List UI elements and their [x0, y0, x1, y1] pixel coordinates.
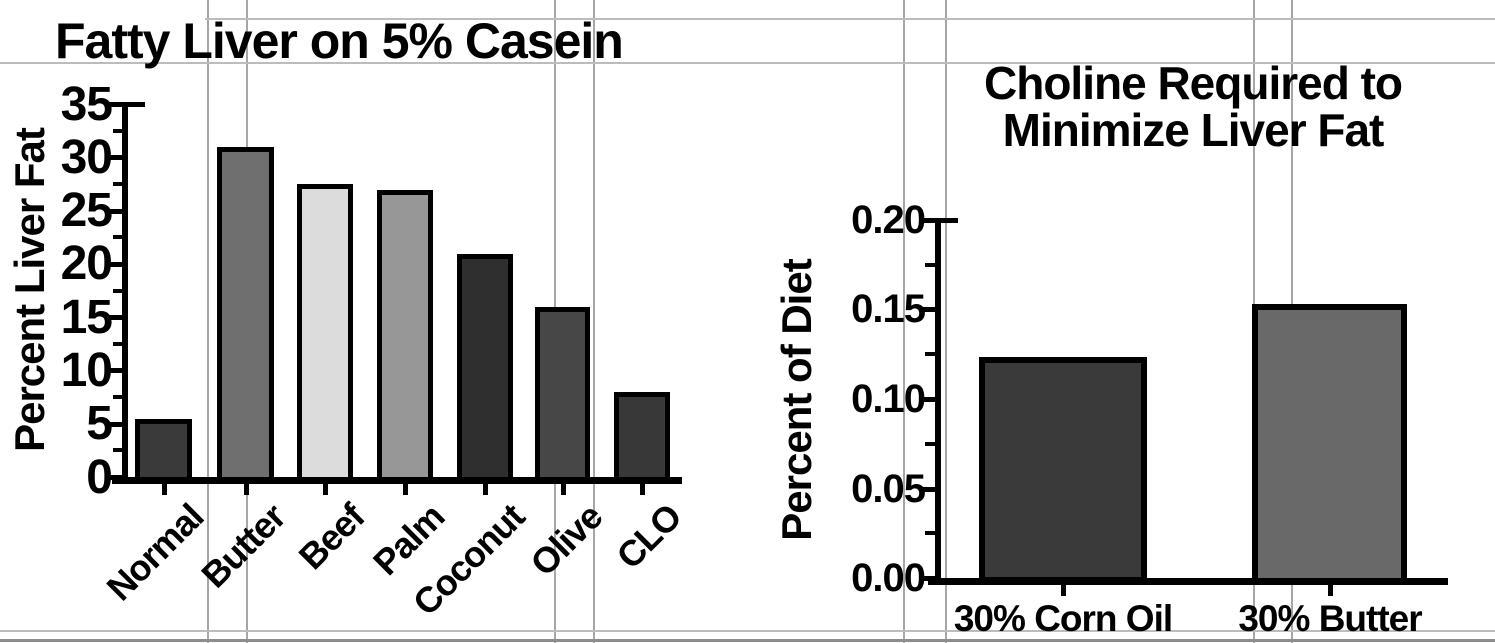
y-tick-label: 0.05 [851, 467, 926, 511]
y-minor-tick [113, 182, 122, 186]
right-y-axis-label: Percent of Diet [773, 259, 820, 541]
y-tick-label: 10 [60, 344, 113, 397]
y-tick-label: 0.10 [851, 377, 926, 421]
page-gridline-vertical [903, 0, 905, 643]
page-gridline-horizontal [0, 62, 1495, 64]
y-minor-tick [925, 263, 935, 267]
bar [614, 392, 670, 482]
y-tick-label: 30 [60, 131, 113, 184]
x-category-label: CLO [608, 496, 689, 577]
y-axis-spine [122, 102, 128, 484]
page-gridline-vertical [207, 0, 209, 643]
page-gridline-horizontal [0, 630, 1495, 632]
bar [457, 254, 513, 482]
right-chart-title-line-2: Minimize Liver Fat [1002, 104, 1385, 156]
y-major-tick [919, 576, 935, 581]
y-major-tick [919, 487, 935, 492]
y-minor-tick [925, 352, 935, 356]
bar [535, 307, 590, 482]
y-major-tick [919, 218, 935, 223]
x-tick [403, 483, 408, 495]
page-gridline-vertical [593, 0, 595, 643]
y-minor-tick [925, 531, 935, 535]
right-chart-title: Choline Required to Minimize Liver Fat [948, 60, 1438, 154]
x-tick [483, 483, 488, 495]
y-minor-tick [113, 289, 122, 293]
y-tick-label: 0 [86, 451, 113, 504]
y-major-tick [919, 307, 935, 312]
y-minor-tick [113, 342, 122, 346]
y-axis-top-cap [127, 102, 145, 107]
x-tick [561, 483, 566, 495]
x-axis-baseline [928, 578, 1448, 585]
y-major-tick [106, 262, 122, 267]
bar [377, 190, 433, 482]
left-y-axis-label: Percent Liver Fat [6, 128, 53, 452]
x-category-label: 30% Butter [1238, 598, 1422, 639]
y-major-tick [919, 397, 935, 402]
y-major-tick [106, 102, 122, 107]
x-tick [162, 483, 167, 495]
y-tick-label: 0.00 [851, 556, 926, 600]
y-minor-tick [113, 448, 122, 452]
y-major-tick [106, 422, 122, 427]
y-major-tick [106, 315, 122, 320]
x-category-label: Beef [290, 496, 372, 578]
y-axis-spine [935, 218, 941, 585]
x-category-label: Olive [522, 496, 610, 584]
y-minor-tick [113, 235, 122, 239]
y-major-tick [106, 475, 122, 480]
bar [979, 357, 1147, 583]
y-minor-tick [113, 395, 122, 399]
left-chart-title: Fatty Liver on 5% Casein [55, 13, 624, 69]
x-tick [1328, 584, 1333, 596]
page-gridline-vertical [945, 0, 947, 643]
y-minor-tick [113, 129, 122, 133]
y-tick-label: 0.15 [851, 287, 926, 331]
y-major-tick [106, 368, 122, 373]
bar [217, 147, 274, 482]
bar [297, 184, 353, 482]
y-tick-label: 20 [60, 237, 113, 290]
x-category-label: 30% Corn Oil [953, 598, 1173, 639]
y-tick-label: 25 [60, 184, 113, 237]
y-tick-label: 0.20 [851, 198, 926, 242]
page-gridline-horizontal [205, 18, 1495, 20]
y-major-tick [106, 209, 122, 214]
x-category-label: Normal [98, 496, 211, 609]
x-tick [244, 483, 249, 495]
x-tick [323, 483, 328, 495]
y-minor-tick [925, 442, 935, 446]
x-axis-baseline [112, 477, 682, 484]
page-bottom-edge [0, 639, 1495, 642]
y-major-tick [106, 155, 122, 160]
bar [135, 419, 192, 482]
y-tick-label: 15 [60, 291, 113, 344]
y-axis-top-cap [940, 218, 958, 223]
x-tick [640, 483, 645, 495]
bar [1252, 304, 1407, 584]
right-chart-title-line-1: Choline Required to [984, 57, 1403, 109]
x-tick [1061, 584, 1066, 596]
y-tick-label: 35 [60, 78, 113, 131]
y-tick-label: 5 [86, 397, 113, 450]
